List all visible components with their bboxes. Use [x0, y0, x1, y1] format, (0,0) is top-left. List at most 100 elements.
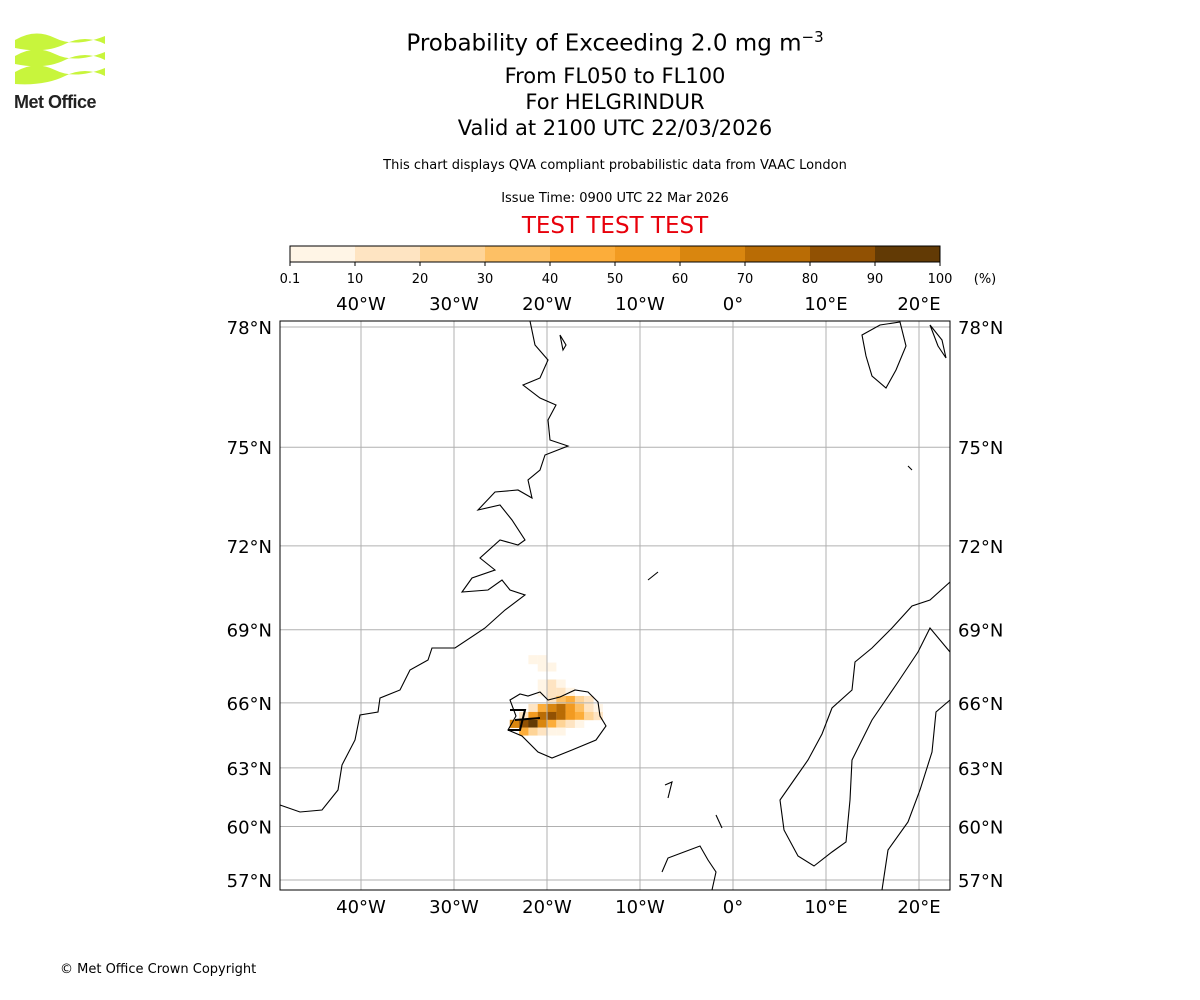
plume-cell — [537, 727, 548, 736]
colorbar-tick-label: 50 — [607, 272, 624, 287]
plume-cell — [547, 727, 557, 736]
lon-label-top: 20°E — [897, 294, 940, 315]
colorbar-segment — [810, 246, 876, 262]
colorbar-segment — [745, 246, 811, 262]
lon-label-bottom: 20°E — [897, 897, 940, 918]
plume-cell — [537, 662, 548, 672]
plume-cell — [547, 719, 557, 728]
title-superscript: −3 — [801, 28, 824, 46]
colorbar-tick-label: 30 — [477, 272, 494, 287]
lat-label-left: 66°N — [227, 694, 272, 715]
plume-cell — [565, 719, 575, 728]
colorbar-tick-label: 90 — [867, 272, 884, 287]
plume-cell — [574, 711, 585, 721]
colorbar-segment — [680, 246, 746, 262]
lon-label-top: 20°W — [522, 294, 572, 315]
coastline-norway — [779, 581, 951, 867]
coastline-svalbard-east — [929, 324, 947, 359]
description: This chart displays QVA compliant probab… — [383, 158, 847, 173]
plume-cell — [528, 711, 538, 721]
colorbar-tick-label: 0.1 — [280, 272, 301, 287]
colorbar-segment — [355, 246, 421, 262]
plume-cell — [547, 679, 557, 689]
plume-cell — [528, 719, 538, 728]
lat-label-right: 66°N — [958, 694, 1003, 715]
plume-cell — [537, 655, 548, 665]
plume-cell — [565, 704, 575, 713]
coastline-iceland — [507, 689, 607, 759]
met-office-logo — [15, 33, 105, 85]
colorbar-tick-label: 60 — [672, 272, 689, 287]
plume-cell — [537, 687, 548, 697]
plume-cell — [556, 704, 566, 713]
plume-cell — [556, 711, 566, 721]
lon-label-top: 0° — [723, 294, 743, 315]
colorbar-tick-label: 40 — [542, 272, 559, 287]
coastline-scotland — [661, 845, 717, 891]
plume-cell — [593, 711, 603, 721]
plume-cell — [537, 711, 548, 721]
plume-cell — [509, 719, 520, 728]
lat-label-right: 72°N — [958, 537, 1003, 558]
coastline-shetland — [715, 814, 723, 829]
chart-title: Probability of Exceeding 2.0 mg m−3 — [0, 28, 1200, 57]
plume-cell — [556, 727, 566, 736]
lon-label-bottom: 0° — [723, 897, 743, 918]
coastline-greenland-north — [559, 334, 567, 352]
title-text: Probability of Exceeding 2.0 mg m — [406, 30, 802, 57]
plume-cell — [537, 704, 548, 713]
lat-label-right: 78°N — [958, 318, 1003, 339]
lat-label-left: 63°N — [227, 759, 272, 780]
plume-cell — [528, 655, 538, 665]
plume-cell — [547, 695, 557, 705]
lat-label-left: 57°N — [227, 871, 272, 892]
coastline-bear-island — [907, 465, 913, 471]
lon-label-bottom: 10°W — [615, 897, 665, 918]
coastline-svalbard — [861, 321, 907, 389]
lon-label-top: 10°E — [804, 294, 847, 315]
plume-cell — [547, 662, 557, 672]
coastline-sweden-finland — [881, 699, 951, 891]
logo-text: Met Office — [14, 92, 97, 112]
plume-cell — [565, 711, 575, 721]
volcano-name: For HELGRINDUR — [525, 90, 705, 114]
plume-cell — [593, 704, 603, 713]
plume-cell — [519, 727, 529, 736]
lat-label-right: 57°N — [958, 871, 1003, 892]
lat-label-left: 78°N — [227, 318, 272, 339]
map-area: 40°W 40°W 30°W 30°W 20°W 20°W 10°W 10°W 0° 0° 10°E… — [227, 294, 1004, 918]
colorbar-tick-label: 80 — [802, 272, 819, 287]
plume-cell — [574, 704, 585, 713]
lat-label-left: 75°N — [227, 438, 272, 459]
colorbar-segment — [615, 246, 681, 262]
plume-cell — [556, 687, 566, 697]
flight-level-range: From FL050 to FL100 — [504, 64, 726, 88]
plume-cell — [537, 679, 548, 689]
volcano-marker — [508, 709, 541, 731]
colorbar-tick-label: 20 — [412, 272, 429, 287]
coastline-jan-mayen — [647, 571, 659, 581]
plume-cell — [574, 695, 585, 705]
lon-label-bottom: 40°W — [336, 897, 386, 918]
colorbar: 0.1 10 20 30 40 50 60 70 80 90 100 (%) — [280, 245, 997, 287]
copyright: © Met Office Crown Copyright — [60, 962, 257, 977]
plume-cell — [547, 704, 557, 713]
coastline-greenland — [279, 320, 570, 813]
lon-label-top: 30°W — [429, 294, 479, 315]
lat-label-right: 69°N — [958, 621, 1003, 642]
colorbar-segment — [550, 246, 616, 262]
lat-label-left: 69°N — [227, 621, 272, 642]
colorbar-unit: (%) — [974, 272, 997, 287]
map-frame — [279, 320, 951, 891]
colorbar-segment — [875, 246, 941, 262]
plume-cell — [537, 719, 548, 728]
lat-label-left: 72°N — [227, 537, 272, 558]
plume-cell — [528, 727, 538, 736]
plume-cell — [565, 695, 575, 705]
plume-cell — [556, 719, 566, 728]
plume-cell — [556, 679, 566, 689]
lon-label-bottom: 20°W — [522, 897, 572, 918]
colorbar-tick-label: 10 — [347, 272, 364, 287]
